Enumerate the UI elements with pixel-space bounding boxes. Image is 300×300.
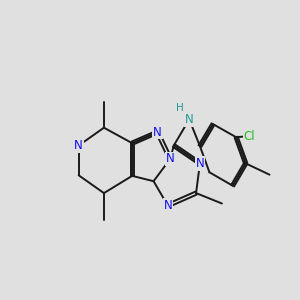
Text: N: N xyxy=(74,139,83,152)
Text: N: N xyxy=(166,152,175,165)
Text: N: N xyxy=(164,199,172,212)
Text: H: H xyxy=(176,103,184,113)
Text: N: N xyxy=(196,157,204,170)
Text: N: N xyxy=(185,113,194,126)
Text: N: N xyxy=(153,126,162,139)
Text: Cl: Cl xyxy=(244,130,255,142)
